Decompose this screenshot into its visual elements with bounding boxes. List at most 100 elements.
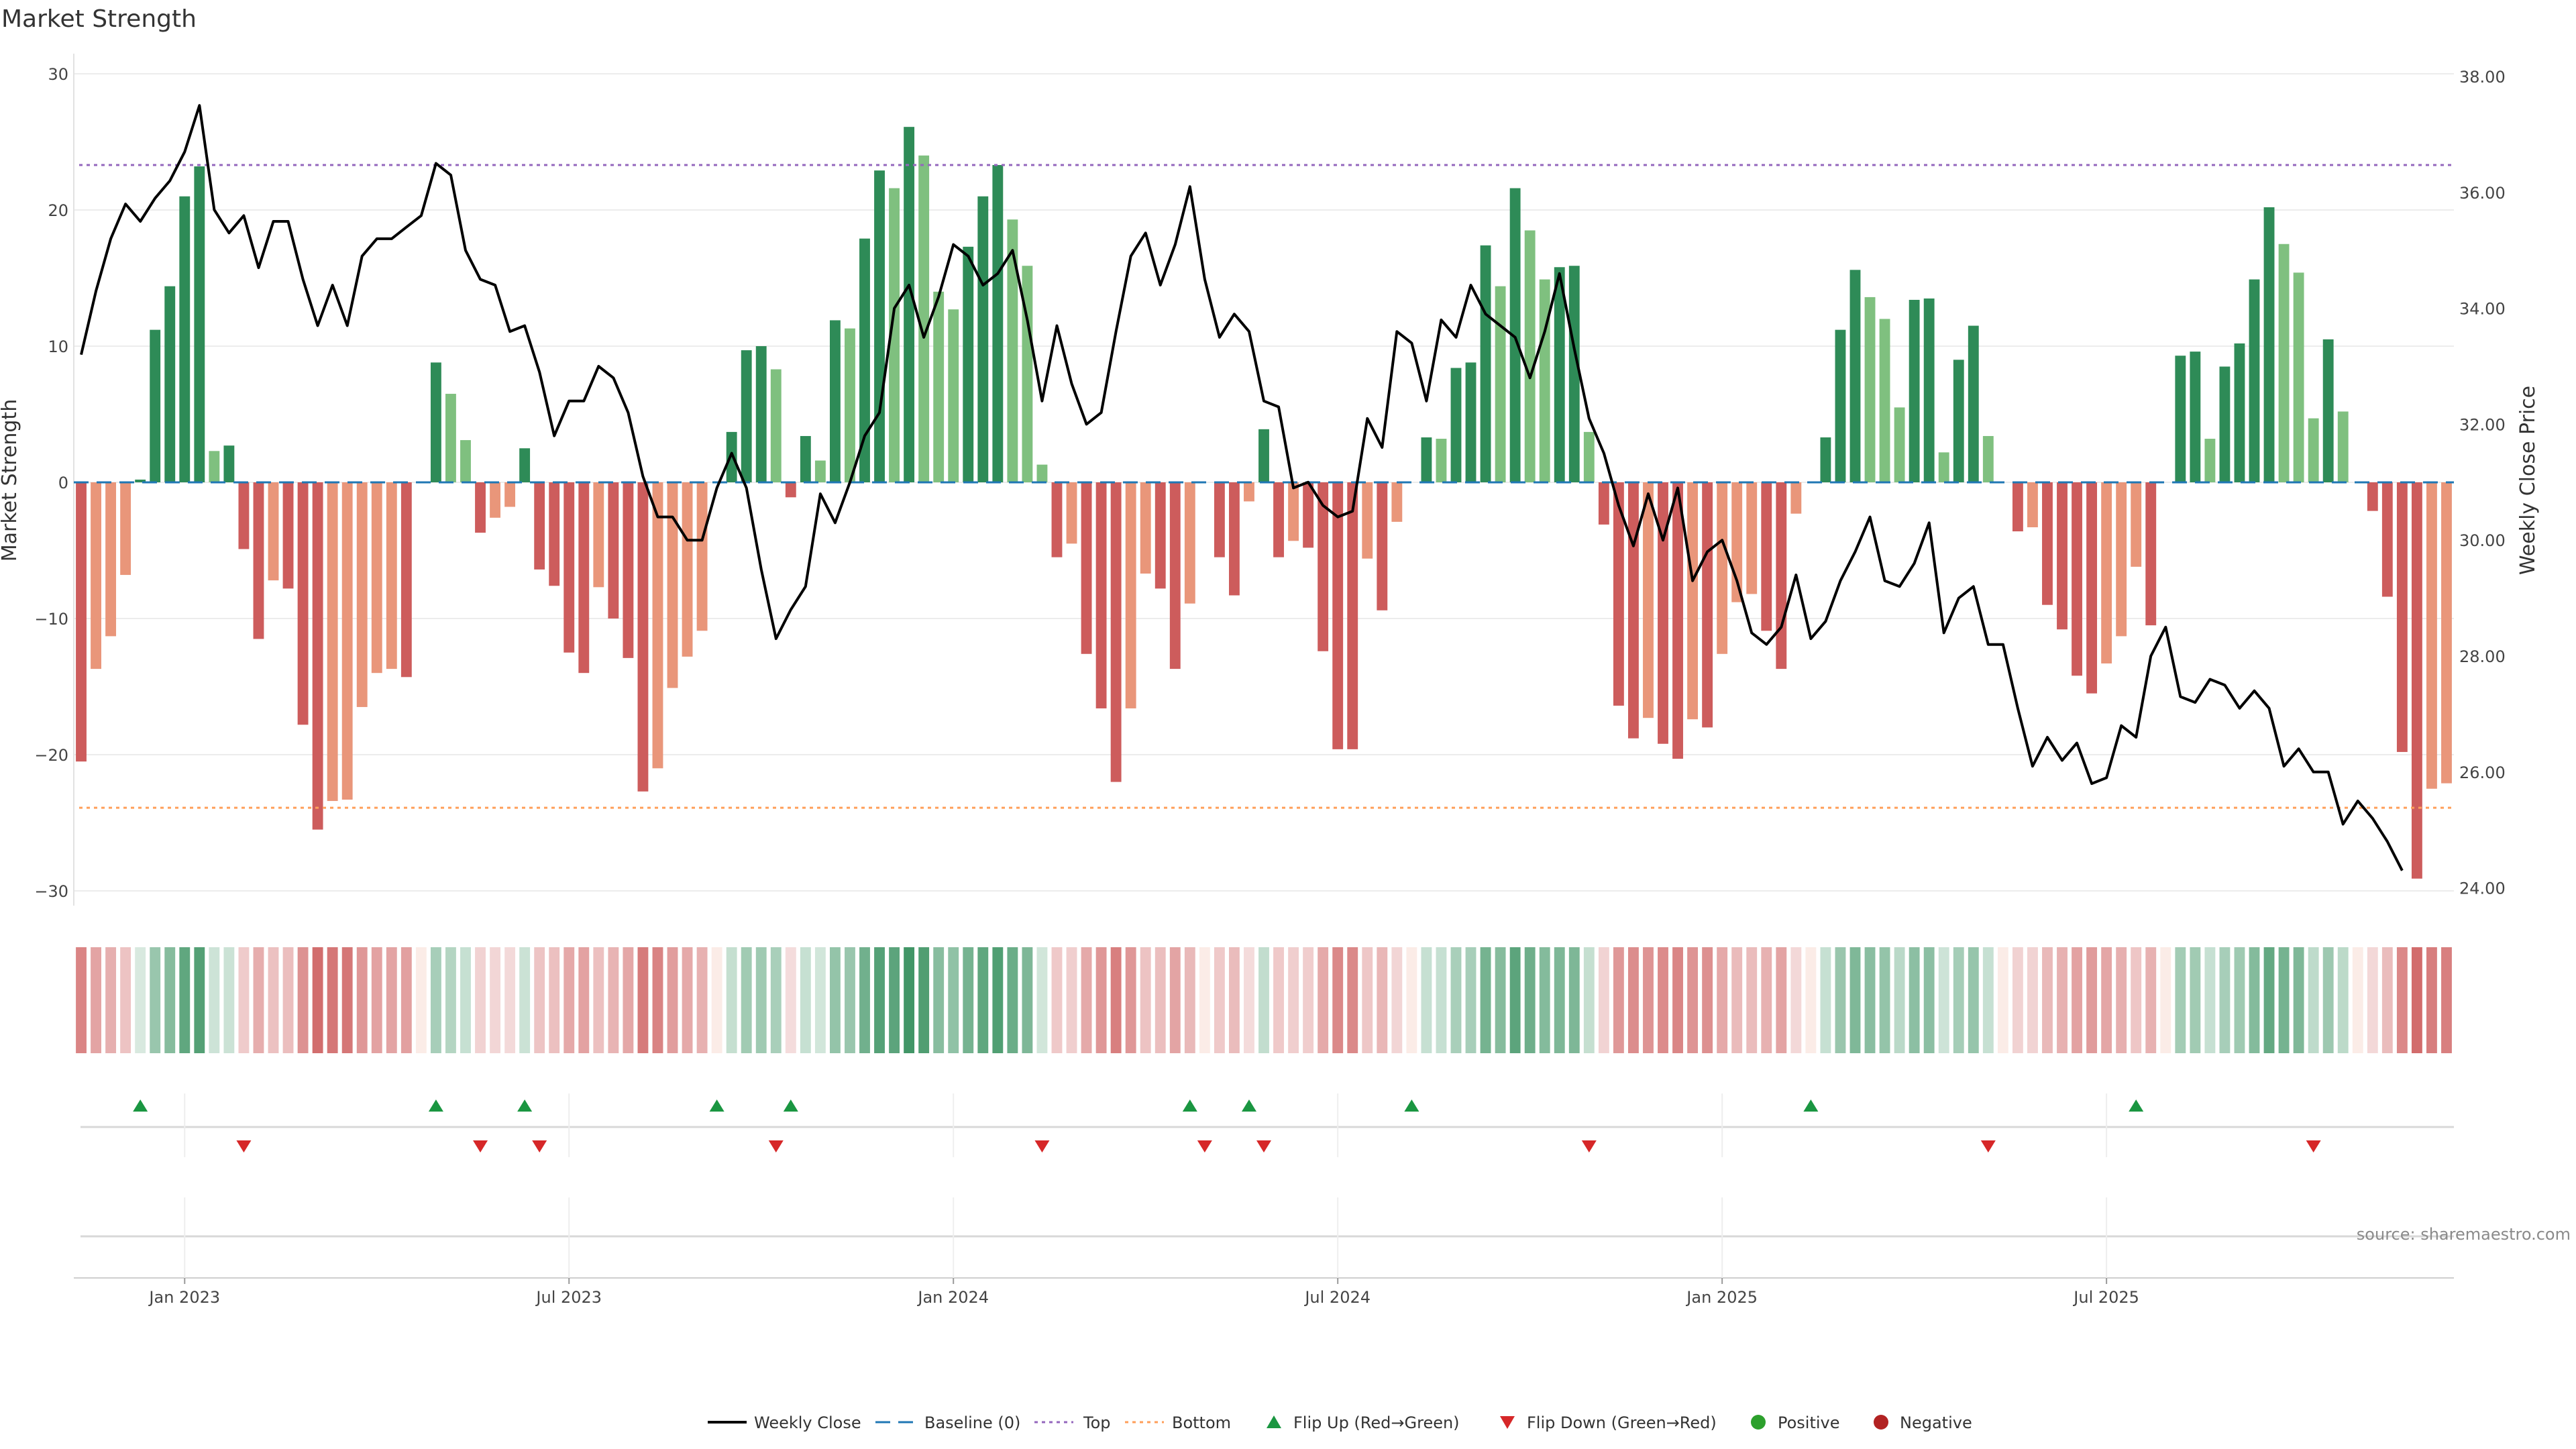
flip-down-marker (236, 1140, 252, 1152)
grid-lines (73, 54, 2454, 1279)
strength-bar (1288, 482, 1299, 541)
y2-tick-label: 38.00 (2459, 68, 2506, 87)
legend-negative-swatch (1874, 1415, 1888, 1430)
strength-bar (2057, 482, 2068, 630)
strength-bar (1894, 407, 1905, 482)
heat-cell (992, 947, 1004, 1053)
heat-cell (696, 947, 708, 1053)
strength-bar (1923, 298, 1935, 482)
strength-bar (608, 482, 619, 619)
strength-bar (1864, 297, 1876, 482)
strength-bar (904, 127, 915, 483)
y-axis-ticks: 30 20 10 0 −10 −20 −30 (34, 65, 68, 901)
heat-cell (445, 947, 456, 1053)
strength-bar (1362, 482, 1373, 559)
strength-bar (2396, 482, 2408, 752)
strength-bar (1036, 464, 1048, 482)
strength-bar (238, 482, 250, 549)
strength-bar (859, 238, 870, 482)
legend-top: Top (1034, 1413, 1111, 1432)
heat-cell (652, 947, 663, 1053)
x-tick-label: Jan 2025 (1685, 1288, 1758, 1307)
y2-tick-label: 32.00 (2459, 415, 2506, 434)
heat-cell (1938, 947, 1949, 1053)
heat-cell (2263, 947, 2275, 1053)
heat-cell (282, 947, 294, 1053)
strength-bar (1480, 245, 1491, 482)
heat-cell (2234, 947, 2245, 1053)
strength-bar (1377, 482, 1388, 610)
strength-bar (845, 328, 855, 482)
y2-tick-label: 34.00 (2459, 300, 2506, 319)
strength-heat-strip (76, 947, 2452, 1053)
heat-cell (1318, 947, 1329, 1053)
strength-bar (1081, 482, 1092, 654)
flip-down-marker (1980, 1140, 1996, 1152)
strength-bar (534, 482, 545, 570)
heat-cell (948, 947, 959, 1053)
strength-bar (297, 482, 309, 725)
strength-bar (2234, 343, 2245, 482)
strength-bar (1761, 482, 1772, 631)
strength-bar (2072, 482, 2082, 676)
heat-cell (327, 947, 338, 1053)
heat-cell (1228, 947, 1240, 1053)
heat-cell (1761, 947, 1772, 1053)
strength-bar (755, 346, 767, 482)
strength-bar (1318, 482, 1329, 651)
strength-bar (1776, 482, 1787, 669)
strength-bar (1643, 482, 1654, 718)
heat-cell (2219, 947, 2231, 1053)
strength-bar (1687, 482, 1699, 720)
heat-cell (1731, 947, 1743, 1053)
strength-bar (253, 482, 264, 639)
strength-bar (593, 482, 604, 588)
strength-bar (1110, 482, 1122, 782)
strength-bar (150, 329, 161, 482)
heat-cell (371, 947, 382, 1053)
flip-down-marker (1581, 1140, 1597, 1152)
heat-cell (667, 947, 678, 1053)
strength-bar (312, 482, 323, 830)
strength-bar (1303, 482, 1314, 548)
strength-bar (1258, 429, 1269, 482)
x-tick-label: Jul 2024 (1303, 1288, 1371, 1307)
strength-bar (2263, 207, 2275, 482)
heat-cell (1997, 947, 2008, 1053)
flip-down-marker (768, 1140, 784, 1152)
strength-bar (1790, 482, 1802, 514)
heat-cell (1982, 947, 1994, 1053)
heat-cell (430, 947, 441, 1053)
heat-cell (1835, 947, 1846, 1053)
heat-cell (918, 947, 930, 1053)
y-tick-label: −20 (34, 746, 68, 765)
heat-cell (1776, 947, 1787, 1053)
strength-bar (400, 482, 412, 678)
strength-bar (1849, 270, 1861, 482)
heat-cell (564, 947, 575, 1053)
strength-bar (1539, 279, 1550, 482)
heat-cell (1953, 947, 1964, 1053)
strength-bar (1007, 219, 1018, 482)
strength-bar (430, 362, 441, 482)
strength-bar (1909, 299, 1920, 482)
strength-bar (194, 166, 205, 483)
heat-cell (475, 947, 486, 1053)
heat-cell (1406, 947, 1417, 1053)
strength-bar (2411, 482, 2422, 879)
heat-cell (209, 947, 220, 1053)
legend-positive: Positive (1751, 1413, 1840, 1432)
strength-bar (874, 170, 885, 482)
heat-cell (2145, 947, 2157, 1053)
flip-up-marker (1803, 1099, 1819, 1112)
heat-cell (253, 947, 264, 1053)
heat-cell (1347, 947, 1358, 1053)
heat-cell (829, 947, 841, 1053)
strength-bar (2337, 411, 2349, 482)
heat-cell (2072, 947, 2082, 1053)
strength-bar (209, 451, 220, 482)
strength-bar (1583, 431, 1595, 482)
heat-cell (1643, 947, 1654, 1053)
heat-cell (1820, 947, 1831, 1053)
